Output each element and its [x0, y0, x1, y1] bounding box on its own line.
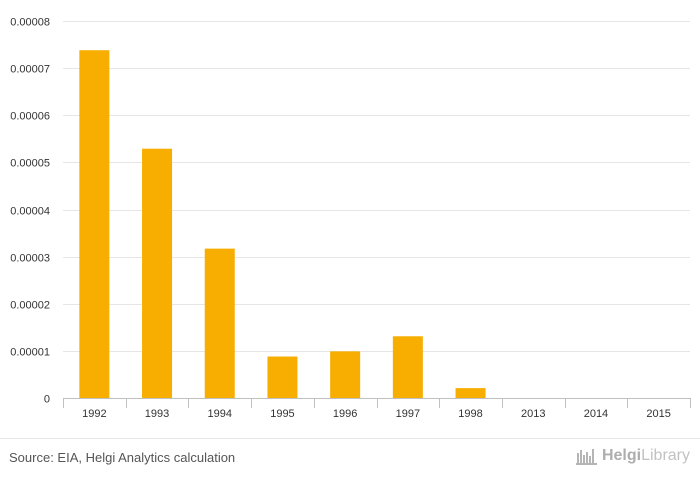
logo-wordmark: HelgiLibrary	[602, 447, 690, 465]
x-tick-label: 1994	[208, 408, 232, 420]
y-tick-label: 0.00005	[10, 158, 50, 170]
source-note: Source: EIA, Helgi Analytics calculation	[9, 450, 236, 465]
y-axis-tick-labels: 0 0.00001 0.00002 0.00003 0.00004 0.00005 0.00…	[10, 17, 50, 406]
library-logo-icon	[575, 449, 597, 465]
y-tick-label: 0.00008	[10, 17, 50, 29]
helgi-library-logo[interactable]: HelgiLibrary	[575, 447, 690, 465]
bar-1995[interactable]	[267, 356, 298, 398]
y-tick-label: 0.00007	[10, 64, 50, 76]
y-tick-label: 0	[44, 394, 50, 406]
bar-1993[interactable]	[142, 148, 173, 398]
x-tick-label: 1993	[145, 408, 169, 420]
logo-text-bold: Helgi	[601, 447, 642, 464]
y-tick-label: 0.00006	[10, 111, 50, 123]
x-tick-label: 1992	[82, 408, 106, 420]
bar-1996[interactable]	[330, 351, 361, 398]
y-tick-label: 0.00002	[10, 300, 50, 312]
y-tick-label: 0.00003	[10, 253, 50, 265]
bar-1997[interactable]	[392, 336, 423, 398]
bar-chart: 0 0.00001 0.00002 0.00003 0.00004 0.00005 0.00…	[10, 17, 691, 420]
x-tick-label: 2013	[521, 408, 545, 420]
y-tick-label: 0.00004	[10, 206, 50, 218]
y-tick-label: 0.00001	[10, 347, 50, 359]
x-tick-label: 1997	[396, 408, 420, 420]
x-tick-label: 1995	[270, 408, 294, 420]
bar-1998[interactable]	[455, 388, 486, 398]
x-axis-tick-labels: 1992 1993 1994 1995 1996 1997 1998 2013 2014 2015	[82, 408, 671, 420]
x-axis	[63, 398, 691, 408]
x-tick-label: 2014	[584, 408, 608, 420]
bar-1994[interactable]	[204, 248, 235, 398]
bar-1992[interactable]	[79, 50, 110, 398]
logo-text-light: Library	[641, 447, 690, 464]
x-tick-label: 1996	[333, 408, 357, 420]
x-tick-label: 2015	[646, 408, 670, 420]
x-tick-label: 1998	[458, 408, 482, 420]
bars	[79, 50, 486, 398]
chart-footer: Source: EIA, Helgi Analytics calculation…	[0, 438, 700, 484]
